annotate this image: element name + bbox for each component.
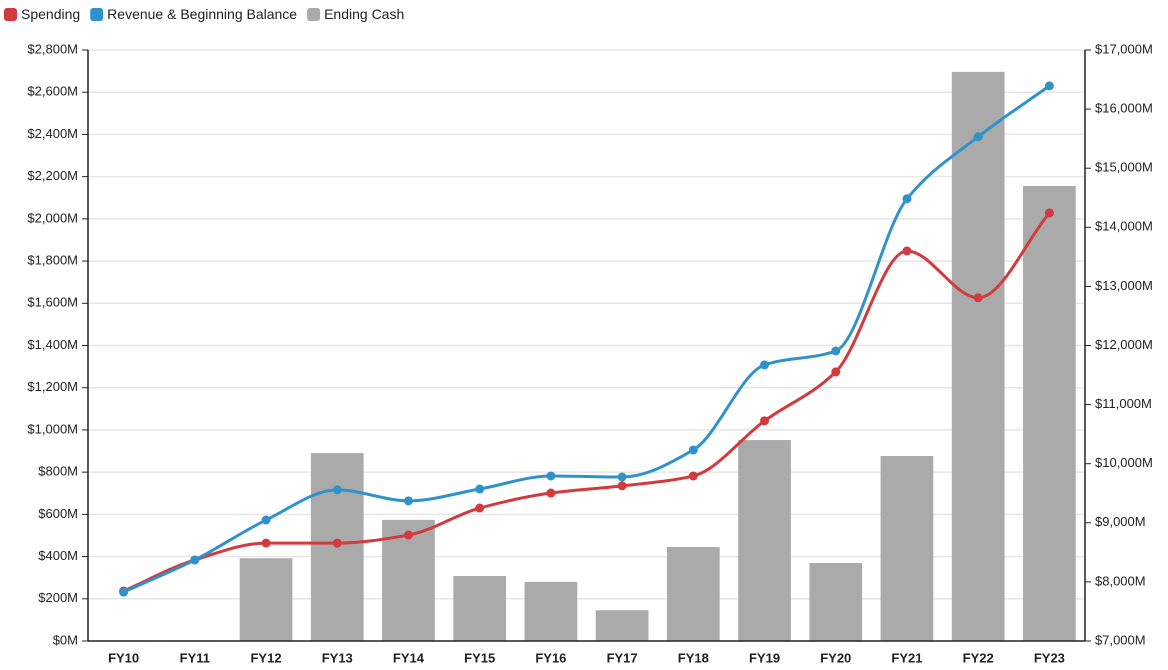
point [760,416,770,426]
x-tick-label: FY10 [108,650,139,665]
point [688,471,698,481]
legend-label: Spending [21,6,80,22]
point [688,445,698,455]
legend-label: Ending Cash [324,6,404,22]
x-tick-label: FY16 [535,650,566,665]
point [760,360,770,370]
point [617,481,627,491]
y-tick-label: $1,800M [27,253,78,268]
y-tick-label: $1,400M [27,337,78,352]
y-tick-label: $1,600M [27,295,78,310]
y-tick-label: $2,400M [27,126,78,141]
x-tick-label: FY17 [607,650,638,665]
bar [809,562,863,641]
y2-tick-label: $12,000M [1095,337,1153,352]
legend-label: Revenue & Beginning Balance [107,6,297,22]
y2-tick-label: $9,000M [1095,514,1146,529]
legend-swatch [90,8,104,21]
x-tick-label: FY15 [464,650,495,665]
x-tick-label: FY11 [180,650,210,665]
y-tick-label: $1,200M [27,379,78,394]
x-tick-label: FY12 [250,650,281,665]
point [403,530,413,540]
point [831,346,841,356]
bar [951,71,1005,641]
point [546,471,556,481]
point [617,472,627,482]
point [973,293,983,303]
y2-tick-label: $10,000M [1095,455,1153,470]
bar [239,558,293,641]
x-tick-label: FY22 [963,650,994,665]
point [475,503,485,513]
point [831,367,841,377]
point [261,515,271,525]
y-tick-label: $2,200M [27,168,78,183]
x-tick-label: FY14 [393,650,425,665]
bar [666,547,720,641]
point [1044,81,1054,91]
point [332,485,342,495]
point [403,496,413,506]
y-tick-label: $1,000M [27,421,78,436]
y2-tick-label: $14,000M [1095,219,1153,234]
x-tick-label: FY18 [678,650,709,665]
bar [880,456,934,641]
y2-tick-label: $17,000M [1095,41,1153,56]
point [261,538,271,548]
point [190,555,200,565]
bar [453,575,507,641]
point [475,484,485,494]
point [119,587,129,597]
y-tick-label: $0M [53,632,78,647]
point [546,488,556,498]
legend-swatch [307,8,321,21]
y-tick-label: $400M [38,548,78,563]
bar [524,581,578,641]
y-tick-label: $2,600M [27,84,78,99]
bar [1023,185,1076,641]
y2-tick-label: $13,000M [1095,278,1153,293]
point [1044,208,1054,218]
point [973,132,983,142]
x-tick-label: FY13 [322,650,353,665]
y2-tick-label: $15,000M [1095,160,1153,175]
y-tick-label: $2,000M [27,210,78,225]
y-tick-label: $800M [38,464,78,479]
y-tick-label: $200M [38,590,78,605]
y2-tick-label: $11,000M [1095,396,1152,411]
bar [382,519,435,641]
y2-tick-label: $16,000M [1095,101,1153,116]
bar [738,440,791,641]
point [902,194,912,204]
bar [595,610,649,641]
point [902,246,912,256]
x-tick-label: FY23 [1034,650,1065,665]
y2-tick-label: $8,000M [1095,573,1146,588]
y-tick-label: $2,800M [27,41,78,56]
x-tick-label: FY21 [891,650,922,665]
y2-tick-label: $7,000M [1095,632,1146,647]
point [332,538,342,548]
y-tick-label: $600M [38,506,78,521]
x-tick-label: FY20 [820,650,851,665]
legend-swatch [4,8,17,21]
x-tick-label: FY19 [749,650,780,665]
